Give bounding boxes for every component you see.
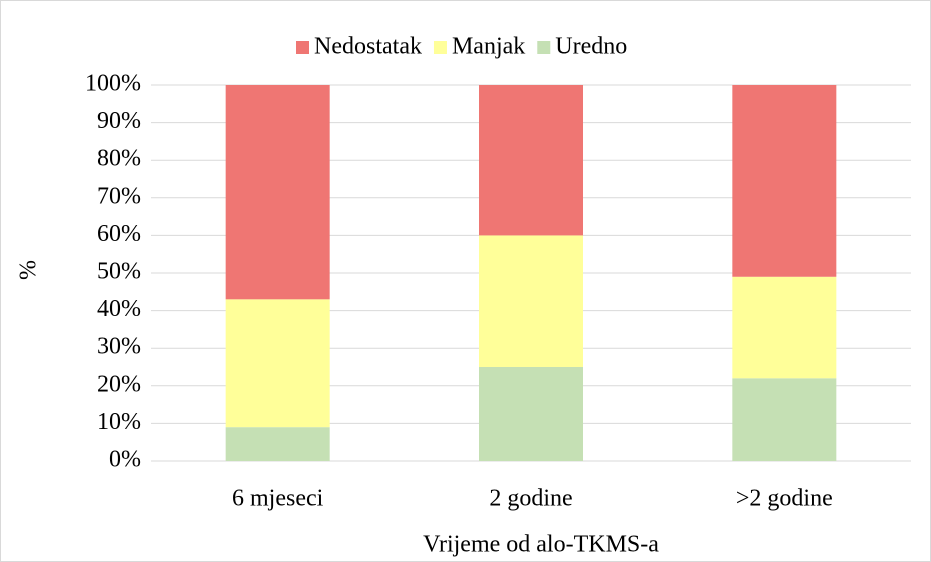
y-tick-label: 90%	[97, 108, 141, 134]
y-tick-label: 20%	[97, 371, 141, 397]
bar-segment	[225, 427, 330, 461]
y-tick-label: 10%	[97, 409, 141, 435]
bar-segment	[732, 85, 837, 277]
y-tick-label: 60%	[97, 221, 141, 247]
x-axis-label: Vrijeme od alo-TKMS-a	[423, 532, 659, 558]
y-tick-label: 70%	[97, 183, 141, 209]
y-tick-label: 50%	[97, 259, 141, 285]
legend-swatch	[433, 41, 447, 54]
x-tick-label: 2 godine	[489, 486, 572, 512]
bar-segment	[479, 85, 583, 236]
bar-segment	[479, 235, 583, 367]
y-tick-label: 80%	[97, 146, 141, 172]
y-axis-label: %	[16, 260, 42, 280]
bar-segment	[732, 276, 837, 379]
bar-segment	[479, 367, 583, 461]
legend-swatch	[296, 41, 309, 54]
x-tick-label: >2 godine	[736, 486, 833, 512]
x-tick-label: 6 mjeseci	[232, 486, 324, 512]
legend-label: Uredno	[555, 34, 627, 60]
bar-segment	[225, 85, 330, 300]
y-tick-label: 100%	[85, 71, 141, 97]
legend-label: Nedostatak	[314, 34, 422, 60]
legend-label: Manjak	[452, 34, 525, 60]
bar-segment	[732, 378, 837, 461]
legend-swatch	[537, 41, 551, 54]
y-tick-label: 0%	[109, 447, 141, 473]
y-tick-label: 40%	[97, 296, 141, 322]
bar-segment	[225, 299, 330, 428]
y-tick-label: 30%	[97, 334, 141, 360]
